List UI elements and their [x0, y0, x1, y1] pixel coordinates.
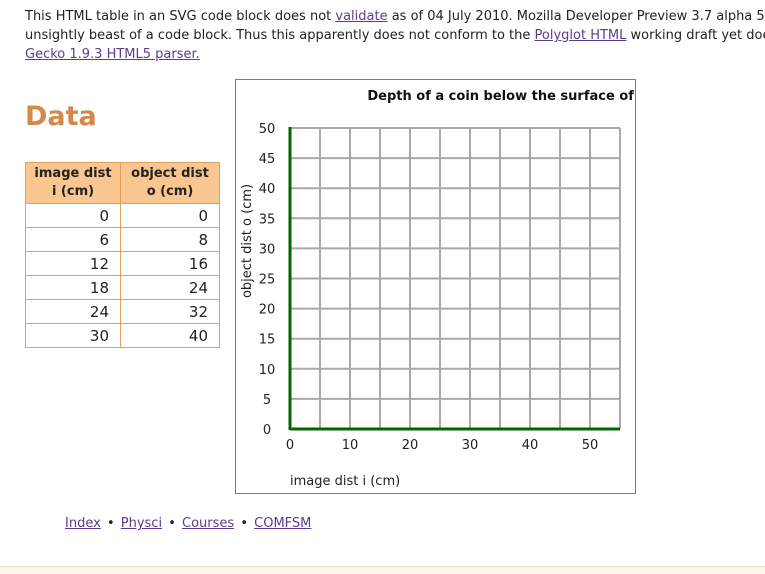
table-cell: 16: [120, 251, 220, 276]
notice-text-2: as of 04 July 2010. Mozilla Developer Pr…: [387, 9, 765, 24]
x-tick-label: 50: [582, 438, 599, 453]
y-tick-labels: 0 5 10 15 20 25 30 35 40 45 50: [259, 122, 276, 438]
x-tick-labels: 0 10 20 30 40 50: [286, 438, 598, 453]
y-tick-label: 0: [263, 423, 271, 438]
column-header-object-dist: object dist o (cm): [120, 162, 220, 204]
y-axis-label: object dist o (cm): [240, 184, 255, 298]
x-tick-label: 30: [462, 438, 479, 453]
chart-container: Depth of a coin below the surface of wat…: [235, 79, 636, 494]
notice-text-1: This HTML table in an SVG code block doe…: [25, 9, 336, 24]
chart-svg: Depth of a coin below the surface of wat…: [240, 89, 635, 489]
table-cell: 32: [120, 299, 220, 324]
table-header-row: image dist i (cm) object dist o (cm): [25, 162, 220, 204]
table-cell: 12: [25, 251, 121, 276]
column-header-image-dist: image dist i (cm): [25, 162, 121, 204]
x-axis-label: image dist i (cm): [290, 474, 400, 489]
y-tick-label: 25: [259, 273, 276, 288]
notice-paragraph: This HTML table in an SVG code block doe…: [25, 7, 765, 64]
table-row: 18 24: [25, 275, 220, 300]
y-tick-label: 50: [259, 122, 276, 137]
column-header-object-dist-label: object dist o (cm): [131, 166, 209, 199]
chart-axes: [288, 127, 620, 431]
table-cell: 30: [25, 323, 121, 348]
table-cell: 6: [25, 227, 121, 252]
gecko-parser-link[interactable]: Gecko 1.9.3 HTML5 parser.: [25, 47, 200, 62]
y-tick-label: 10: [259, 363, 276, 378]
x-tick-label: 20: [402, 438, 419, 453]
x-tick-label: 10: [342, 438, 359, 453]
footer-link-physci[interactable]: Physci: [120, 516, 163, 531]
table-cell: 40: [120, 323, 220, 348]
y-tick-label: 5: [263, 393, 271, 408]
y-tick-label: 45: [259, 152, 276, 167]
footer-link-index[interactable]: Index: [65, 516, 101, 531]
x-tick-label: 40: [522, 438, 539, 453]
column-header-image-dist-label: image dist i (cm): [34, 166, 112, 199]
table-cell: 24: [25, 299, 121, 324]
y-tick-label: 30: [259, 242, 276, 257]
footer-separator: •: [240, 516, 248, 531]
chart-grid: [289, 127, 621, 430]
polyglot-html-link[interactable]: Polyglot HTML: [534, 28, 627, 43]
footer-separator: •: [168, 516, 176, 531]
table-row: 30 40: [25, 323, 220, 348]
table-cell: 0: [120, 203, 220, 228]
notice-text-3: unsightly beast of a code block. Thus th…: [25, 28, 535, 43]
footer-separator: •: [106, 516, 115, 531]
x-tick-label: 0: [286, 438, 294, 453]
table-row: 24 32: [25, 299, 220, 324]
table-row: 12 16: [25, 251, 220, 276]
footer-link-courses[interactable]: Courses: [182, 516, 235, 531]
y-tick-label: 40: [259, 182, 276, 197]
footer-nav: Index • Physci • Courses • COMFSM: [65, 516, 311, 531]
table-cell: 24: [120, 275, 220, 300]
y-tick-label: 20: [259, 303, 276, 318]
notice-text-4: working draft yet doe: [626, 28, 765, 43]
section-heading: Data: [25, 101, 97, 132]
table-cell: 8: [120, 227, 220, 252]
footer-link-comfsm[interactable]: COMFSM: [254, 516, 312, 531]
validate-link[interactable]: validate: [335, 9, 388, 24]
y-tick-label: 15: [259, 333, 276, 348]
chart-title: Depth of a coin below the surface of wat…: [367, 89, 635, 104]
table-cell: 18: [25, 275, 121, 300]
y-tick-label: 35: [259, 212, 276, 227]
table-cell: 0: [25, 203, 121, 228]
